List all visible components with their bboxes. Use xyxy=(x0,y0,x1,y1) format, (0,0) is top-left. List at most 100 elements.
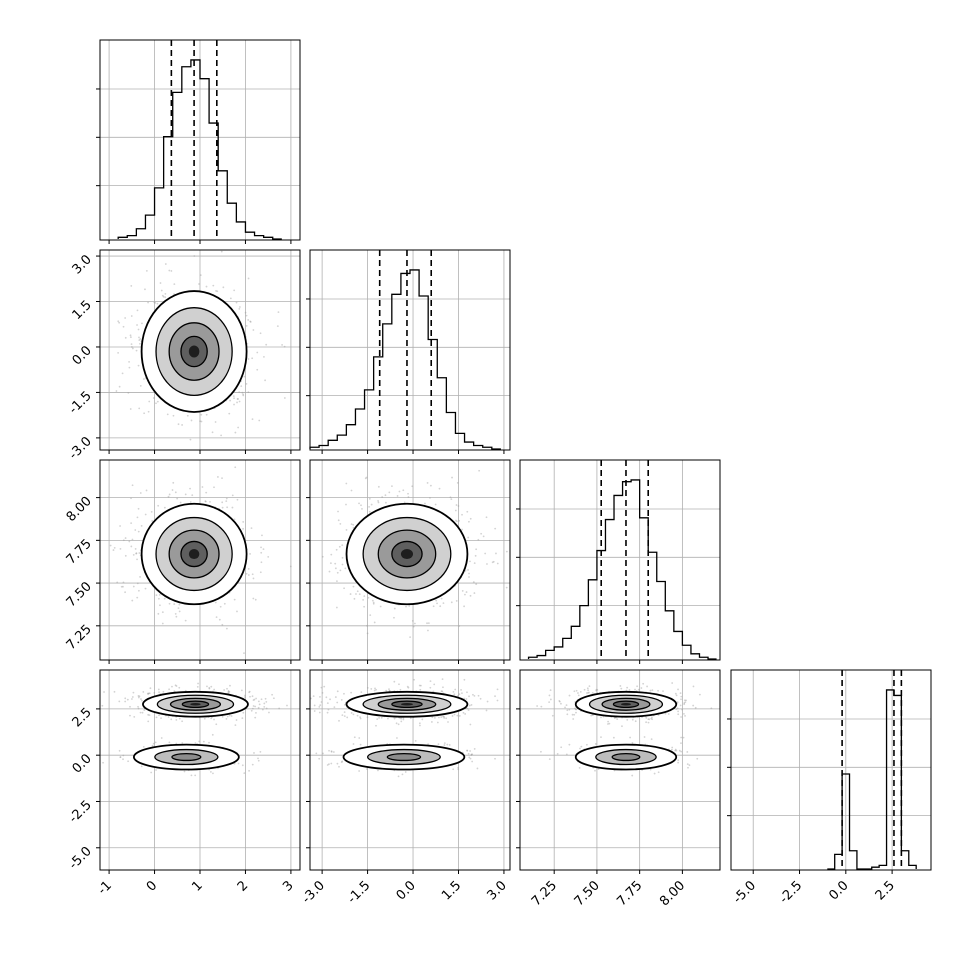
sample-point xyxy=(122,581,125,584)
sample-point xyxy=(674,749,677,752)
sample-point xyxy=(491,561,494,564)
sample-point xyxy=(453,693,456,696)
sample-point xyxy=(143,378,145,380)
sample-point xyxy=(289,565,292,568)
sample-point xyxy=(469,517,472,520)
sample-point xyxy=(402,489,405,492)
sample-point xyxy=(680,695,683,698)
sample-point xyxy=(196,685,199,688)
sample-point xyxy=(183,770,186,773)
sample-point xyxy=(396,737,398,739)
sample-point xyxy=(368,510,371,513)
sample-point xyxy=(161,294,164,297)
sample-point xyxy=(226,715,229,718)
sample-point xyxy=(408,605,411,607)
sample-point xyxy=(320,686,323,689)
sample-point xyxy=(363,605,366,608)
sample-point xyxy=(387,717,389,720)
sample-point xyxy=(199,420,201,422)
sample-point xyxy=(677,710,680,713)
sample-point xyxy=(240,689,243,692)
sample-point xyxy=(710,707,713,710)
sample-point xyxy=(379,605,382,608)
sample-point xyxy=(233,403,235,406)
sample-point xyxy=(540,705,543,708)
sample-point xyxy=(442,686,444,689)
sample-point xyxy=(194,774,197,777)
x-tick-label: 1.5 xyxy=(439,878,464,903)
sample-point xyxy=(157,504,160,507)
sample-point xyxy=(674,748,677,751)
sample-point xyxy=(565,704,568,706)
sample-point xyxy=(225,497,228,500)
sample-point xyxy=(594,769,596,772)
sample-point xyxy=(429,496,431,499)
sample-point xyxy=(144,587,147,590)
sample-point xyxy=(560,702,562,705)
sample-point xyxy=(583,688,586,691)
sample-point xyxy=(147,693,150,695)
sample-point xyxy=(230,715,233,717)
sample-point xyxy=(645,721,648,724)
sample-point xyxy=(694,706,697,709)
sample-point xyxy=(147,692,150,695)
sample-point xyxy=(620,687,623,690)
sample-point xyxy=(212,772,214,775)
sample-point xyxy=(154,741,157,744)
sample-point xyxy=(225,500,228,503)
sample-point xyxy=(346,716,349,719)
density-contour xyxy=(391,540,423,568)
sample-point xyxy=(549,698,552,701)
sample-point xyxy=(164,263,167,265)
density-contour xyxy=(377,697,437,711)
sample-point xyxy=(343,692,345,695)
sample-point xyxy=(468,756,471,759)
sample-point xyxy=(684,701,687,704)
density-contour xyxy=(171,752,202,762)
sample-point xyxy=(131,538,134,541)
sample-point xyxy=(359,716,362,719)
sample-point xyxy=(135,552,138,555)
sample-point xyxy=(166,413,169,416)
sample-point xyxy=(122,325,125,328)
sample-point xyxy=(396,495,399,497)
sample-point xyxy=(683,703,686,706)
sample-point xyxy=(405,605,407,608)
density-contour xyxy=(140,290,248,413)
sample-point xyxy=(142,745,145,748)
sample-point xyxy=(643,736,646,738)
x-tick-label: -1 xyxy=(95,878,115,898)
sample-point xyxy=(636,685,639,688)
sample-point xyxy=(138,336,140,339)
sample-point xyxy=(247,391,250,394)
pair-panel-1-0 xyxy=(96,249,301,454)
density-contour xyxy=(386,752,422,762)
sample-point xyxy=(326,702,329,705)
sample-point xyxy=(330,750,333,753)
sample-point xyxy=(443,742,446,744)
sample-point xyxy=(227,691,230,694)
sample-point xyxy=(407,496,410,498)
sample-point xyxy=(238,400,241,403)
density-contour xyxy=(180,540,208,568)
sample-point xyxy=(153,301,156,304)
sample-point xyxy=(175,685,178,687)
sample-point xyxy=(455,504,458,506)
sample-point xyxy=(128,360,130,363)
sample-point xyxy=(575,708,578,711)
sample-point xyxy=(486,563,488,565)
density-contour xyxy=(154,748,219,766)
sample-point xyxy=(252,577,255,580)
sample-point xyxy=(147,410,150,413)
sample-point xyxy=(393,680,396,683)
sample-point xyxy=(468,704,471,707)
sample-point xyxy=(229,297,232,300)
sample-point xyxy=(147,720,150,723)
sample-point xyxy=(469,750,471,752)
sample-point xyxy=(692,685,695,688)
sample-point xyxy=(148,714,151,717)
sample-point xyxy=(127,391,130,394)
sample-point xyxy=(359,743,362,746)
sample-point xyxy=(374,687,376,690)
sample-point xyxy=(221,501,224,504)
